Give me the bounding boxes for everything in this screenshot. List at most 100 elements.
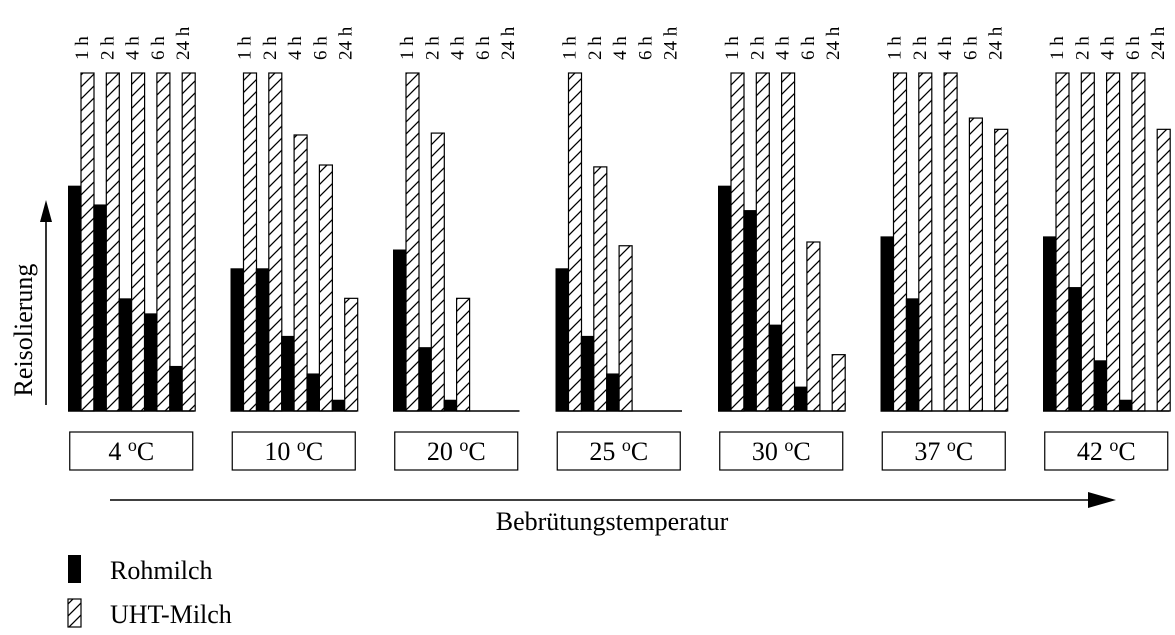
bar-uht bbox=[892, 72, 908, 412]
bar-rohmilch bbox=[306, 373, 320, 411]
bar-rohmilch bbox=[393, 249, 406, 411]
bar-rohmilch bbox=[143, 313, 157, 411]
bar-uht bbox=[181, 72, 196, 412]
time-label: 1 h bbox=[235, 36, 256, 60]
time-label: 4 h bbox=[610, 36, 631, 60]
bar-rohmilch bbox=[443, 399, 457, 411]
bar-uht bbox=[268, 72, 283, 412]
bar-uht bbox=[430, 132, 445, 412]
bar-rohmilch bbox=[555, 268, 569, 411]
bar-rohmilch bbox=[93, 204, 107, 411]
bar-rohmilch bbox=[1068, 287, 1082, 411]
time-label: 6 h bbox=[148, 36, 169, 60]
bar-rohmilch bbox=[880, 236, 894, 411]
x-axis-label: Bebrütungstemperatur bbox=[496, 507, 729, 536]
temperature-label: 20 oC bbox=[427, 435, 486, 466]
bar-rohmilch bbox=[418, 347, 432, 411]
bar-rohmilch bbox=[281, 335, 295, 411]
temperature-box bbox=[69, 431, 194, 471]
time-label: 24 h bbox=[336, 26, 357, 60]
bar-uht bbox=[730, 72, 745, 412]
bar-uht bbox=[156, 72, 171, 412]
time-label: 2 h bbox=[747, 36, 768, 60]
bar-uht bbox=[105, 72, 120, 412]
bar-uht bbox=[131, 72, 146, 412]
temperature-box bbox=[1044, 431, 1169, 471]
bar-uht bbox=[780, 72, 796, 412]
bar-rohmilch bbox=[1118, 399, 1132, 411]
time-label: 6 h bbox=[310, 36, 331, 60]
time-label: 2 h bbox=[422, 36, 443, 60]
bar-uht bbox=[1131, 72, 1146, 412]
time-label: 1 h bbox=[722, 36, 743, 60]
time-label: 1 h bbox=[885, 36, 906, 60]
bar-uht bbox=[567, 72, 583, 412]
time-label: 2 h bbox=[1072, 36, 1093, 60]
bar-rohmilch bbox=[118, 298, 132, 411]
bar-rohmilch bbox=[743, 210, 757, 411]
time-label: 24 h bbox=[823, 26, 844, 60]
time-label: 24 h bbox=[661, 26, 682, 60]
bar-uht bbox=[80, 72, 95, 412]
time-label: 6 h bbox=[473, 36, 494, 60]
bar-uht bbox=[1156, 128, 1171, 412]
x-axis-arrowhead bbox=[1088, 492, 1116, 508]
time-label: 4 h bbox=[773, 36, 794, 60]
time-label: 6 h bbox=[798, 36, 819, 60]
bar-rohmilch bbox=[1043, 236, 1056, 411]
bar-uht bbox=[318, 164, 333, 412]
time-label: 24 h bbox=[986, 26, 1007, 60]
legend-label-rohmilch: Rohmilch bbox=[110, 556, 213, 585]
bar-rohmilch bbox=[255, 268, 269, 411]
y-axis-arrowhead bbox=[40, 200, 52, 222]
temperature-label: 10 oC bbox=[264, 435, 323, 466]
bar-uht bbox=[943, 72, 958, 412]
time-label: 24 h bbox=[1148, 26, 1169, 60]
temperature-label: 30 oC bbox=[752, 435, 811, 466]
temperature-label: 37 oC bbox=[914, 435, 973, 466]
bar-uht bbox=[344, 297, 359, 412]
time-label: 4 h bbox=[448, 36, 469, 60]
bar-uht bbox=[242, 72, 258, 412]
temperature-label: 42 oC bbox=[1077, 435, 1136, 466]
bar-rohmilch bbox=[718, 185, 731, 411]
time-label: 2 h bbox=[585, 36, 606, 60]
time-label: 6 h bbox=[1123, 36, 1144, 60]
bar-rohmilch bbox=[68, 185, 81, 411]
bar-uht bbox=[593, 166, 608, 412]
time-label: 6 h bbox=[635, 36, 656, 60]
time-label: 4 h bbox=[285, 36, 306, 60]
bar-rohmilch bbox=[580, 335, 594, 411]
bar-uht bbox=[755, 72, 770, 412]
time-label: 24 h bbox=[498, 26, 519, 60]
time-label: 1 h bbox=[72, 36, 93, 60]
legend: Rohmilch UHT-Milch bbox=[67, 555, 232, 629]
time-label: 2 h bbox=[97, 36, 118, 60]
time-label: 1 h bbox=[397, 36, 418, 60]
bar-uht bbox=[831, 354, 846, 412]
temperature-box bbox=[556, 431, 681, 471]
bar-rohmilch bbox=[606, 373, 620, 411]
bar-uht bbox=[968, 117, 984, 412]
bar-uht bbox=[405, 72, 420, 412]
bar-rohmilch bbox=[230, 268, 244, 411]
time-label: 24 h bbox=[173, 26, 194, 60]
temperature-box bbox=[881, 431, 1006, 471]
time-label: 4 h bbox=[935, 36, 956, 60]
legend-swatch-uht bbox=[67, 598, 82, 628]
bar-uht bbox=[806, 241, 821, 412]
bar-uht bbox=[618, 245, 633, 412]
bar-rohmilch bbox=[905, 298, 919, 411]
bar-rohmilch bbox=[331, 399, 345, 411]
bar-uht bbox=[1105, 72, 1121, 412]
bar-uht bbox=[1055, 72, 1070, 412]
bar-uht bbox=[994, 128, 1009, 412]
temperature-label: 4 oC bbox=[108, 435, 154, 466]
